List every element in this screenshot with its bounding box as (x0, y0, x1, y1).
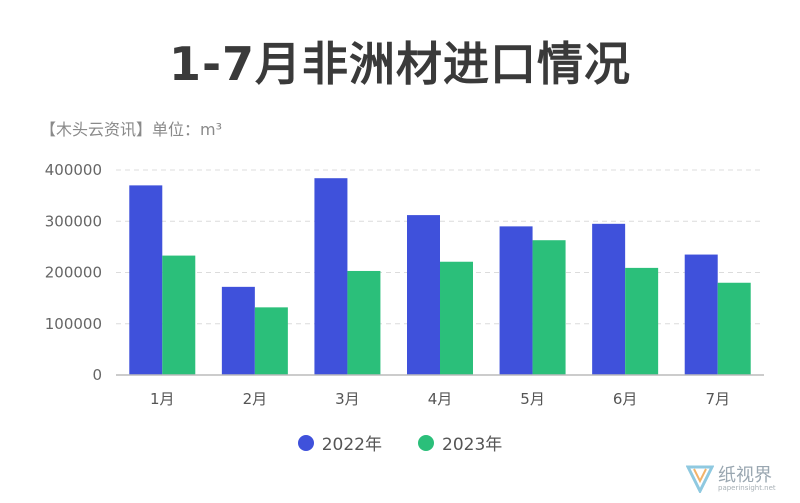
bar-2022年-2月[interactable] (221, 286, 255, 375)
bar-2022年-5月[interactable] (499, 226, 533, 375)
x-tick-label: 4月 (428, 390, 453, 408)
y-tick-label: 100000 (45, 315, 102, 333)
x-axis-ticks: 1月 2月 3月 4月 5月 6月 7月 (150, 390, 730, 408)
bar-2023年-3月[interactable] (347, 270, 381, 375)
x-tick-label: 5月 (520, 390, 545, 408)
bar-2023年-7月[interactable] (717, 282, 751, 375)
bar-2022年-3月[interactable] (314, 178, 348, 375)
chart-title: 1-7月非洲材进口情况 (168, 37, 632, 91)
legend: 2022年 2023年 (0, 430, 800, 455)
legend-dot-icon (297, 434, 314, 451)
bar-2023年-6月[interactable] (625, 267, 659, 375)
y-axis-ticks: 0 100000 200000 300000 400000 (45, 161, 102, 384)
bar-2022年-7月[interactable] (684, 254, 718, 375)
bar-2022年-4月[interactable] (407, 215, 440, 375)
y-tick-label: 300000 (45, 212, 102, 230)
bars (129, 178, 751, 375)
x-tick-label: 2月 (243, 390, 268, 408)
bar-chart: 0 100000 200000 300000 400000 1月 2月 3月 4月 5月 6月 7月 (45, 161, 764, 408)
bar-2023年-1月[interactable] (162, 255, 196, 375)
y-tick-label: 400000 (45, 161, 102, 179)
watermark-logo-icon (686, 465, 714, 493)
legend-item-2023[interactable]: 2023年 (418, 430, 502, 455)
watermark-subtext: paperinsight.net (718, 484, 776, 492)
legend-dot-icon (418, 434, 434, 451)
chart-subtitle: 【木头云资讯】单位：m³ (40, 120, 223, 139)
bar-2022年-6月[interactable] (592, 223, 626, 375)
watermark-text: 纸视界 (718, 465, 772, 486)
legend-item-2022[interactable]: 2022年 (297, 430, 382, 455)
x-tick-label: 7月 (705, 390, 730, 408)
watermark: 纸视界 paperinsight.net (686, 461, 786, 497)
bar-2022年-1月[interactable] (129, 185, 163, 375)
x-tick-label: 6月 (613, 390, 638, 408)
x-tick-label: 1月 (150, 390, 175, 408)
legend-label: 2023年 (442, 435, 503, 455)
y-tick-label: 200000 (45, 264, 102, 282)
legend-label: 2022年 (321, 435, 382, 455)
bar-2023年-5月[interactable] (532, 240, 566, 375)
bar-2023年-2月[interactable] (254, 307, 288, 375)
y-tick-label: 0 (92, 366, 102, 384)
bar-2023年-4月[interactable] (440, 261, 473, 375)
x-tick-label: 3月 (335, 390, 360, 408)
